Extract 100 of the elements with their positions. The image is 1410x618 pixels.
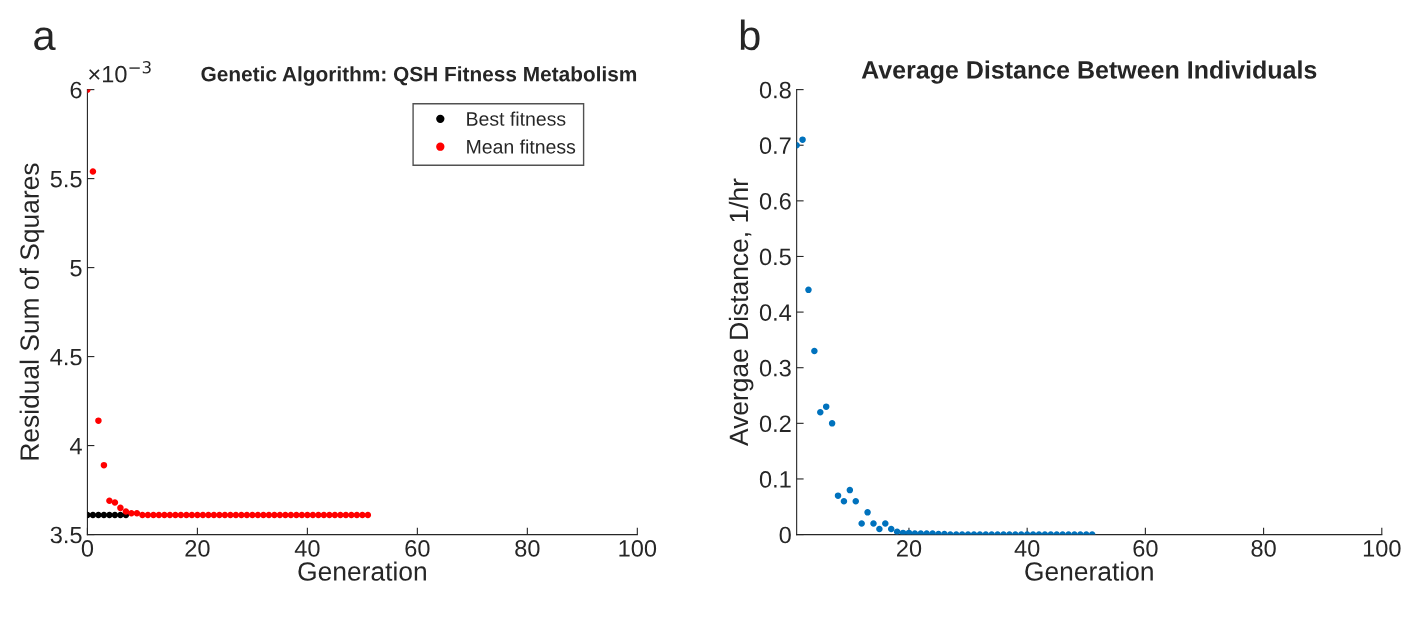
point: [260, 511, 267, 519]
point: [834, 492, 842, 499]
point: [359, 511, 366, 519]
point: [95, 417, 102, 424]
point: [172, 511, 179, 519]
point: [342, 511, 350, 519]
point: [117, 511, 124, 519]
x-tick-label: 20: [897, 540, 922, 557]
y-tick-label: 0.1: [759, 471, 791, 488]
point: [238, 511, 245, 519]
y-tick-label: 0.6: [759, 192, 791, 210]
point: [183, 511, 190, 519]
point: [106, 497, 113, 505]
point: [320, 511, 328, 519]
x-tick-label: 80: [1251, 540, 1276, 557]
point: [265, 511, 273, 519]
x-tick-label: 0: [81, 540, 94, 557]
point: [188, 511, 196, 519]
point: [840, 497, 848, 505]
point: [155, 511, 163, 519]
point: [216, 511, 223, 519]
point: [221, 511, 229, 519]
point: [817, 408, 824, 416]
point: [852, 497, 860, 505]
point: [95, 511, 102, 519]
point: [128, 509, 135, 517]
point: [276, 511, 284, 519]
point: [348, 511, 355, 519]
point: [331, 511, 339, 519]
point: [177, 511, 185, 519]
text: a: [34, 27, 56, 51]
point: [282, 511, 289, 519]
point: [89, 511, 97, 519]
point: [227, 511, 234, 519]
chart-title: Average Distance Between Individuals: [861, 60, 1317, 84]
y-axis-title: Avergae Distance, 1/hr: [728, 178, 754, 447]
point: [139, 511, 146, 519]
chart-title: Genetic Algorithm: QSH Fitness Metabolism: [201, 66, 637, 86]
point: [161, 511, 168, 519]
point: [353, 511, 361, 519]
point: [254, 511, 262, 519]
point: [799, 136, 806, 143]
x-tick-label: 80: [515, 540, 540, 557]
y-tick-label: 4: [69, 437, 82, 455]
x-tick-label: 100: [1363, 540, 1401, 557]
x-tick-label: 100: [619, 540, 657, 557]
point: [337, 511, 344, 519]
point: [293, 511, 300, 519]
y-tick-label: 0.8: [759, 81, 791, 99]
x-tick-label: 40: [294, 540, 320, 557]
point: [166, 511, 174, 519]
point: [111, 499, 119, 506]
point: [304, 511, 311, 519]
x-axis-title: Generation: [298, 561, 426, 581]
y-axis-title: Residual Sum of Squares: [19, 163, 45, 460]
point: [100, 461, 108, 469]
point: [232, 511, 240, 519]
point: [298, 511, 306, 519]
y-tick-label: 0.7: [759, 137, 791, 155]
y-tick-label: 0.2: [759, 415, 791, 433]
point: [923, 530, 930, 535]
x-axis-title: Generation: [1025, 561, 1153, 581]
point: [205, 511, 212, 519]
point: [364, 511, 372, 519]
point: [243, 511, 251, 519]
point: [811, 347, 818, 355]
point: [822, 403, 830, 410]
legend-label: Mean fitness: [467, 139, 576, 154]
x-tick-label: 60: [1133, 540, 1158, 557]
point: [846, 486, 854, 494]
y-tick-label: 0.4: [759, 304, 792, 321]
point: [122, 508, 130, 515]
y-tick-label: 5: [70, 259, 82, 277]
point: [210, 511, 218, 519]
point: [326, 511, 333, 519]
point: [887, 525, 895, 533]
y-tick-label: 0.5: [759, 248, 791, 266]
y-tick-label: 5.5: [50, 170, 82, 188]
point: [117, 504, 124, 512]
y-tick-label: 6: [70, 81, 82, 99]
point: [111, 511, 119, 519]
point: [870, 520, 877, 527]
x-tick-label: 20: [185, 540, 210, 557]
y-tick-label: 4.5: [50, 348, 82, 366]
point: [893, 528, 901, 535]
x-tick-label: 60: [405, 540, 430, 557]
point: [287, 511, 295, 519]
point: [100, 511, 108, 519]
y-tick-label: 3.5: [50, 526, 82, 544]
point: [144, 511, 152, 519]
point: [864, 509, 871, 516]
point: [106, 511, 113, 519]
point: [150, 511, 157, 519]
point: [309, 511, 317, 519]
point: [876, 525, 883, 533]
point: [828, 420, 836, 427]
text: b: [740, 19, 760, 51]
point: [858, 520, 865, 527]
point: [89, 168, 97, 175]
point: [882, 520, 889, 527]
